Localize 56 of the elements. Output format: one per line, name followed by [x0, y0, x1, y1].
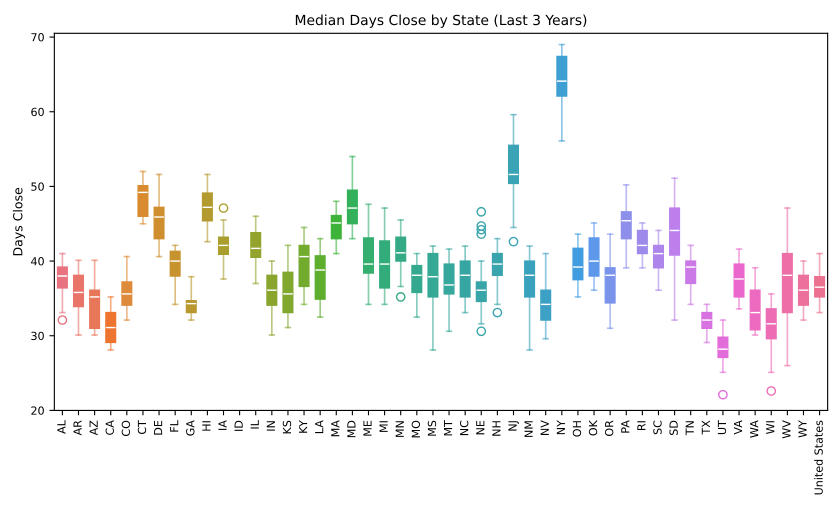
- x-tick-label: NH: [492, 421, 500, 436]
- x-tick-label: GA: [186, 420, 195, 436]
- x-tick-label: DE: [154, 420, 162, 435]
- x-tick-label: HI: [202, 421, 210, 431]
- x-tick-label: United States: [814, 420, 823, 494]
- x-tick-label: FL: [170, 420, 178, 432]
- x-tick-label: MD: [347, 420, 356, 438]
- x-tick-label: MN: [396, 421, 404, 437]
- y-tick-label: 20: [31, 406, 44, 415]
- x-tick-label: ID: [234, 420, 243, 431]
- x-tick-label: OK: [588, 420, 598, 436]
- x-tick-label: KY: [299, 420, 308, 433]
- x-tick-label: CA: [106, 420, 114, 435]
- x-tick-label: LA: [315, 420, 324, 434]
- x-tick-label: NC: [460, 420, 468, 436]
- x-tick-label: KS: [282, 420, 292, 434]
- x-tick-label: MA: [331, 420, 340, 436]
- x-tick-label: VA: [734, 420, 742, 435]
- x-tick-label: AZ: [90, 420, 98, 436]
- x-tick-label: WI: [766, 421, 774, 434]
- x-tick-label: WA: [750, 420, 758, 438]
- x-tick-label: AL: [57, 420, 66, 434]
- y-tick-label: 40: [31, 257, 44, 266]
- x-tick-label: OH: [572, 421, 582, 437]
- chart-title: Median Days Close by State (Last 3 Years): [296, 14, 586, 28]
- x-tick-label: IL: [250, 420, 259, 428]
- y-tick-label: 50: [31, 182, 44, 191]
- x-tick-label: NM: [524, 421, 533, 437]
- x-tick-label: PA: [621, 420, 630, 433]
- x-tick-label: WV: [782, 420, 790, 438]
- x-tick-label: IN: [266, 421, 275, 431]
- x-tick-label: ME: [363, 420, 372, 436]
- y-tick-label: 60: [31, 108, 44, 116]
- x-tick-label: MI: [380, 421, 388, 432]
- x-tick-label: CO: [122, 420, 130, 436]
- y-tick-label: 70: [31, 33, 44, 42]
- x-tick-label: NE: [476, 420, 484, 434]
- x-tick-label: TN: [686, 421, 694, 436]
- x-tick-label: NJ: [508, 421, 519, 431]
- y-axis-title: Days Close: [12, 188, 25, 256]
- x-tick-label: MT: [444, 420, 452, 436]
- x-tick-label: UT: [718, 420, 726, 434]
- x-tick-label: NY: [556, 420, 565, 434]
- y-tick-label: 30: [31, 332, 44, 340]
- x-tick-label: TX: [702, 420, 710, 435]
- x-tick-label: MO: [412, 420, 420, 438]
- x-tick-label: WY: [798, 420, 807, 438]
- x-tick-label: MS: [428, 420, 436, 436]
- x-tick-label: NV: [540, 420, 549, 435]
- x-tick-label: OR: [604, 420, 614, 436]
- x-tick-label: IA: [218, 420, 227, 430]
- x-tick-label: RI: [637, 421, 646, 430]
- x-tick-label: AR: [73, 420, 82, 436]
- x-tick-label: SD: [669, 420, 678, 435]
- x-tick-label: CT: [138, 420, 146, 434]
- x-tick-label: SC: [653, 420, 662, 434]
